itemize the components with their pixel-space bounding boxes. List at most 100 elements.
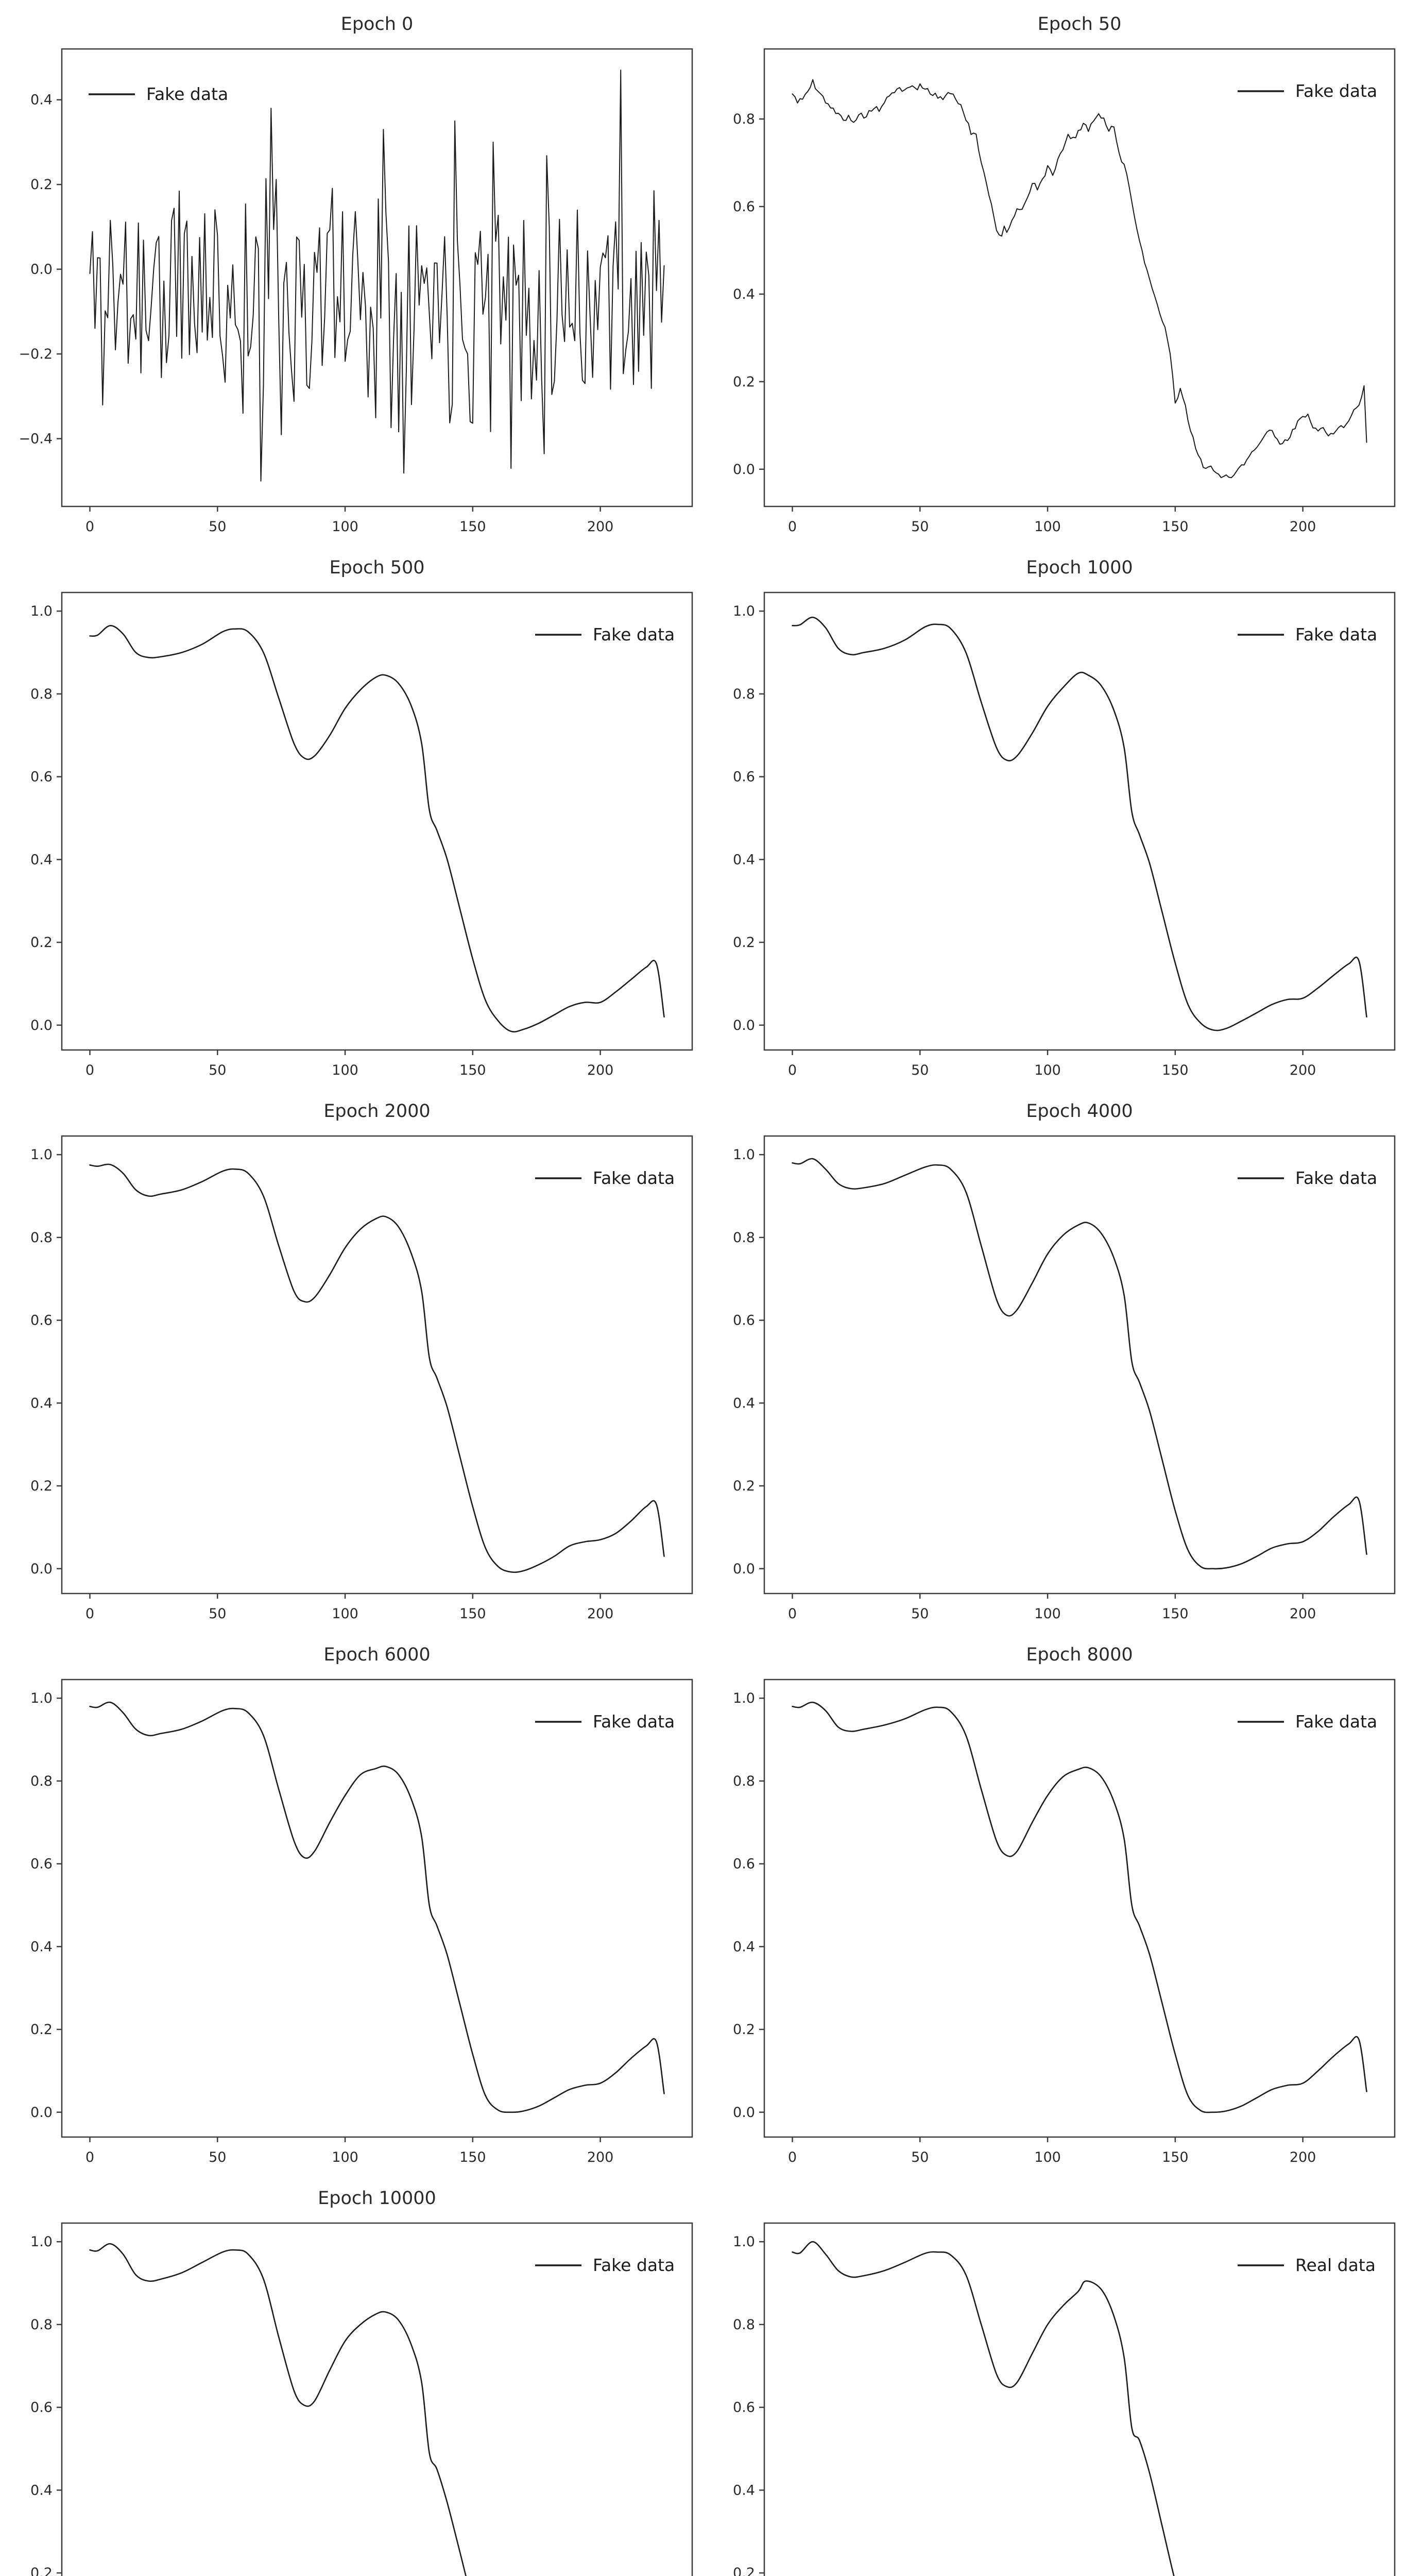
plot-title: Epoch 500 <box>329 557 424 578</box>
y-tick-label: 0.6 <box>30 1313 53 1329</box>
x-tick-label: 50 <box>209 1062 226 1078</box>
x-tick-label: 50 <box>209 1606 226 1622</box>
x-tick-label: 200 <box>1290 2149 1316 2165</box>
y-tick-label: 0.0 <box>733 1561 755 1577</box>
data-line-epoch-500 <box>89 625 665 1032</box>
x-tick-label: 200 <box>587 519 614 535</box>
y-tick-label: 0.2 <box>30 2022 53 2038</box>
legend: Fake data <box>1238 81 1377 101</box>
x-tick-label: 200 <box>1290 519 1316 535</box>
x-tick-label: 0 <box>85 1606 94 1622</box>
legend: Fake data <box>1238 1711 1377 1732</box>
data-line-epoch-10000 <box>89 2243 467 2576</box>
plot-title: Epoch 2000 <box>323 1101 430 1122</box>
subplot-epoch-1000: 0 50 100 150 200 0.0 0.2 0.4 0.6 0.8 1.0 Epoch 1000… <box>702 544 1405 1087</box>
y-tick-label: 0.4 <box>733 2482 755 2498</box>
subplot-epoch-50: 0 50 100 150 200 0.0 0.2 0.4 0.6 0.8 Epoch 50 Fake … <box>702 0 1405 544</box>
y-tick-label: 0.2 <box>30 177 53 193</box>
data-line-epoch-8000 <box>792 1701 1367 2113</box>
y-tick-label: 0.6 <box>733 2400 755 2416</box>
y-tick-label: 0.8 <box>733 1773 755 1789</box>
x-tick-label: 50 <box>911 1606 929 1622</box>
y-tick-label: 0.4 <box>733 286 755 302</box>
y-tick-label: 0.2 <box>30 1478 53 1494</box>
y-tick-label: 0.8 <box>30 686 53 702</box>
x-tick-label: 150 <box>459 519 486 535</box>
x-tick-label: 100 <box>1034 519 1061 535</box>
plot-canvas-epoch-8000: 0 50 100 150 200 0.0 0.2 0.4 0.6 0.8 1.0 Epoch 8000… <box>733 1645 1396 2165</box>
y-tick-label: 0.6 <box>733 1856 755 1872</box>
plot-canvas-epoch-50: 0 50 100 150 200 0.0 0.2 0.4 0.6 0.8 Epoch 50 Fake … <box>733 14 1396 535</box>
x-tick-label: 0 <box>85 1062 94 1078</box>
plot-canvas-epoch-6000: 0 50 100 150 200 0.0 0.2 0.4 0.6 0.8 1.0 Epoch 6000… <box>30 1645 693 2165</box>
data-line-epoch-6000 <box>89 1701 665 2113</box>
x-tick-label: 150 <box>459 1606 486 1622</box>
x-tick-label: 200 <box>587 2149 614 2165</box>
plot-title: Epoch 10000 <box>318 2188 436 2209</box>
x-tick-label: 200 <box>1290 1062 1316 1078</box>
y-tick-label: 0.2 <box>733 2022 755 2038</box>
data-line-epoch-2000 <box>89 1163 665 1573</box>
plot-title: Epoch 4000 <box>1026 1101 1133 1122</box>
plot-title: Epoch 50 <box>1038 14 1122 35</box>
x-tick-label: 100 <box>1034 2149 1061 2165</box>
y-tick-label: 0.4 <box>30 1939 53 1955</box>
x-tick-label: 200 <box>587 1062 614 1078</box>
subplot-epoch-2000: 0 50 100 150 200 0.0 0.2 0.4 0.6 0.8 1.0 Epoch 2000… <box>0 1087 702 1631</box>
x-tick-label: 0 <box>788 1062 797 1078</box>
y-tick-label: 0.2 <box>733 374 755 390</box>
subplot-epoch-0: 0 50 100 150 200 −0.4 −0.2 0.0 0.2 0.4 Epoch 0 Fake… <box>0 0 702 544</box>
axes-box <box>61 591 693 1051</box>
y-tick-label: 1.0 <box>30 603 53 619</box>
y-tick-label: 0.8 <box>30 1773 53 1789</box>
plot-canvas-epoch-4000: 0 50 100 150 200 0.0 0.2 0.4 0.6 0.8 1.0 Epoch 4000… <box>733 1101 1396 1622</box>
y-tick-label: 0.8 <box>733 686 755 702</box>
y-tick-label: 0.6 <box>733 769 755 785</box>
legend-label: Fake data <box>1295 624 1377 645</box>
y-tick-label: 0.0 <box>733 1018 755 1033</box>
plot-canvas-epoch-1000: 0 50 100 150 200 0.0 0.2 0.4 0.6 0.8 1.0 Epoch 1000… <box>733 557 1396 1078</box>
x-tick-label: 200 <box>1290 1606 1316 1622</box>
axes-box <box>61 1679 693 2138</box>
y-tick-label: 0.0 <box>733 2105 755 2121</box>
data-line-real-data <box>792 2241 1175 2576</box>
x-tick-label: 150 <box>1162 1606 1189 1622</box>
x-tick-label: 200 <box>587 1606 614 1622</box>
legend-label: Fake data <box>593 624 675 645</box>
x-tick-label: 150 <box>459 1062 486 1078</box>
y-tick-label: 1.0 <box>733 1147 755 1163</box>
plot-title: Epoch 1000 <box>1026 557 1133 578</box>
y-tick-label: 0.0 <box>30 2105 53 2121</box>
axes-box <box>61 2222 693 2576</box>
legend: Fake data <box>535 624 675 645</box>
legend-label: Fake data <box>593 1168 675 1188</box>
x-tick-label: 150 <box>459 2149 486 2165</box>
data-line-epoch-50 <box>792 79 1367 479</box>
y-tick-label: 0.4 <box>30 2482 53 2498</box>
x-tick-label: 50 <box>209 2149 226 2165</box>
x-tick-label: 0 <box>85 2149 94 2165</box>
legend: Fake data <box>535 2255 675 2275</box>
axes-box <box>61 48 693 507</box>
y-tick-label: 0.2 <box>733 1478 755 1494</box>
data-line-epoch-1000 <box>792 616 1367 1031</box>
y-tick-label: 0.4 <box>30 92 53 108</box>
y-tick-label: 0.4 <box>30 852 53 868</box>
legend: Real data <box>1238 2255 1376 2275</box>
x-tick-label: 0 <box>85 519 94 535</box>
y-tick-label: 0.4 <box>733 1395 755 1411</box>
x-tick-label: 0 <box>788 519 797 535</box>
legend: Fake data <box>535 1711 675 1732</box>
y-tick-label: 0.2 <box>733 935 755 951</box>
y-tick-label: 0.4 <box>733 1939 755 1955</box>
y-tick-label: 0.6 <box>30 769 53 785</box>
data-line-epoch-0 <box>89 70 665 482</box>
x-tick-label: 100 <box>332 519 358 535</box>
x-tick-label: 150 <box>1162 519 1189 535</box>
subplot-epoch-8000: 0 50 100 150 200 0.0 0.2 0.4 0.6 0.8 1.0 Epoch 8000… <box>702 1631 1405 2174</box>
plot-title: Epoch 6000 <box>323 1645 430 1665</box>
